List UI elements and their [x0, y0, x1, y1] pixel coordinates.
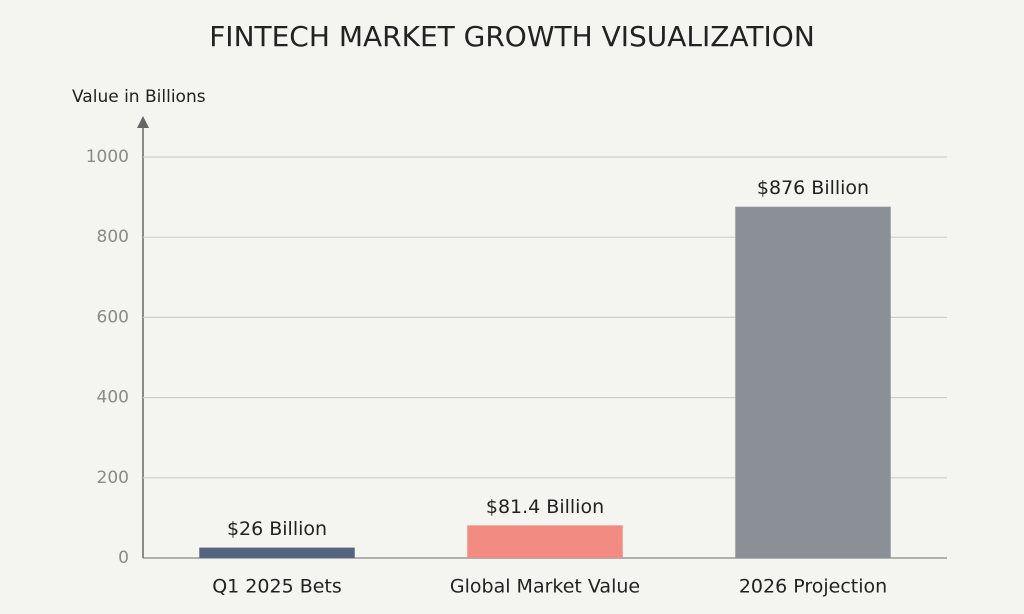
- x-tick-label: Q1 2025 Bets: [212, 576, 342, 598]
- y-tick-label: 600: [97, 307, 129, 327]
- bar: [735, 206, 891, 558]
- y-tick-label: 0: [118, 548, 129, 568]
- y-axis-arrow: [137, 116, 149, 128]
- x-tick-label: Global Market Value: [450, 576, 640, 598]
- y-tick-label: 400: [97, 388, 129, 408]
- y-tick-label: 200: [97, 468, 129, 488]
- y-tick-label: 1000: [86, 147, 129, 167]
- value-label: $26 Billion: [227, 518, 327, 540]
- bar: [199, 547, 355, 558]
- chart-title: FINTECH MARKET GROWTH VISUALIZATION: [209, 20, 815, 53]
- y-tick-label: 800: [97, 227, 129, 247]
- bar: [467, 525, 623, 558]
- x-tick-label: 2026 Projection: [739, 576, 887, 598]
- y-axis-label: Value in Billions: [72, 87, 206, 107]
- value-label: $876 Billion: [757, 177, 869, 199]
- value-label: $81.4 Billion: [486, 496, 604, 518]
